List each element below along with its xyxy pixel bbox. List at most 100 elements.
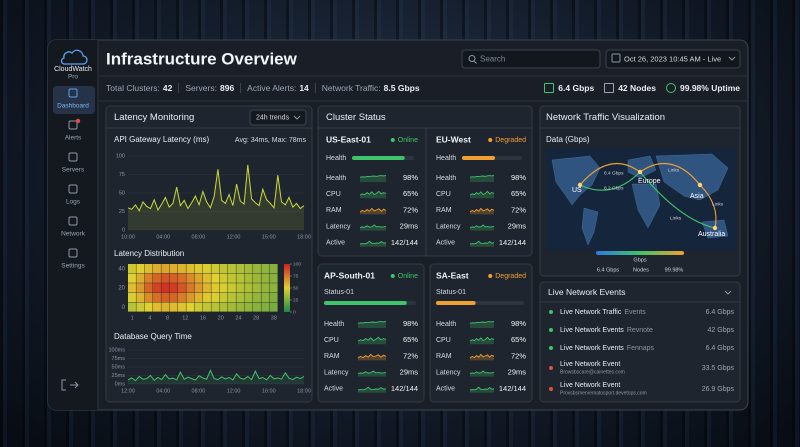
heat-cell xyxy=(219,292,228,302)
metric-value: 65% xyxy=(403,335,418,344)
heat-cell xyxy=(269,264,278,274)
heat-cell xyxy=(261,264,270,274)
metric-value: 72% xyxy=(511,351,526,360)
datetime[interactable]: Oct 26, 2023 10:45 AM - Live xyxy=(624,54,721,63)
metric-value: 29ms xyxy=(508,368,527,377)
sparkline-area xyxy=(470,321,494,328)
heat-cell xyxy=(153,273,161,283)
metric-label: CPU xyxy=(326,191,341,198)
health-bar xyxy=(436,301,476,305)
stat-text: 42 Nodes xyxy=(618,83,656,93)
sparkline xyxy=(359,224,387,228)
x-tick-label: 08:00 xyxy=(192,388,206,394)
heat-cell xyxy=(253,264,261,274)
metric-value: 142/144 xyxy=(391,238,418,247)
continents xyxy=(551,153,729,246)
metric-value: 65% xyxy=(511,189,526,198)
event-title[interactable]: Live Network Events Revnote xyxy=(560,327,653,334)
heat-cell xyxy=(153,292,161,302)
sparkline xyxy=(469,224,495,228)
event-title[interactable]: Live Network Event xyxy=(560,382,620,389)
summary-stat: 42 Nodes xyxy=(604,83,656,93)
nav-item[interactable]: Dashboard xyxy=(57,103,89,110)
heat-cell xyxy=(203,302,211,312)
sparkline xyxy=(469,207,495,213)
metric-value: 142/144 xyxy=(391,384,418,393)
brand-name: CloudWatch xyxy=(54,66,92,73)
range-label[interactable]: 24h trends xyxy=(256,114,290,121)
logout-icon[interactable] xyxy=(61,379,79,391)
x-tick-label: 12 xyxy=(182,315,188,321)
chevron[interactable] xyxy=(724,290,732,295)
heat-cell xyxy=(161,283,170,293)
x-tick-label: 12:00 xyxy=(227,234,241,240)
heat-cell xyxy=(136,264,145,274)
heat-cell xyxy=(253,292,261,302)
summary-stat: 6.4 Gbps xyxy=(544,83,594,93)
heat-cell xyxy=(144,292,153,302)
chevron xyxy=(728,56,736,61)
heat-cell xyxy=(261,283,270,293)
sparkline xyxy=(469,190,495,196)
metric-value: 142/144 xyxy=(499,238,526,247)
area xyxy=(128,370,304,384)
search-box[interactable] xyxy=(461,49,601,69)
nav-item[interactable]: Servers xyxy=(62,167,85,174)
sparkline xyxy=(469,336,495,342)
region-label: Asia xyxy=(690,193,704,200)
event-title[interactable]: Live Network Event xyxy=(560,361,620,368)
event-title[interactable]: Live Network Traffic Events xyxy=(560,309,646,316)
heat-cell xyxy=(211,292,220,302)
bar-label: Status-01 xyxy=(436,289,466,296)
nav-item[interactable]: Network xyxy=(61,231,86,238)
x-tick-label: 04:00 xyxy=(156,234,170,240)
search-placeholder[interactable]: Search xyxy=(480,55,505,64)
summary-value: 896 xyxy=(219,83,235,93)
cluster-status: Online xyxy=(398,273,418,280)
heat-cell xyxy=(194,283,203,293)
summary-label: Active Alerts: xyxy=(247,83,297,93)
sparkline xyxy=(469,174,495,178)
heat-cell xyxy=(269,283,278,293)
brand-logo xyxy=(60,49,88,65)
event-title[interactable]: Live Network Events Fennaps xyxy=(560,345,655,352)
nav-item[interactable]: Alerts xyxy=(65,135,82,142)
line xyxy=(127,369,305,382)
metric-label: Health xyxy=(324,321,344,328)
metric-label: Latency xyxy=(436,223,461,230)
range-select[interactable] xyxy=(249,109,307,126)
sparkline xyxy=(469,386,495,391)
legend-item: 6.4 Gbps xyxy=(597,267,620,273)
nav-item[interactable]: Settings xyxy=(61,263,85,270)
summary-value: 8.5 Gbps xyxy=(383,83,420,93)
summary-label: Servers: xyxy=(185,83,217,93)
metric-value: 29ms xyxy=(400,222,419,231)
sparkline-area xyxy=(360,191,386,199)
heat-cell xyxy=(236,283,245,293)
y-tick-label: 100 xyxy=(116,153,125,159)
region-label: US xyxy=(572,187,582,194)
panel-title: Network Traffic Visualization xyxy=(546,112,665,123)
sparkline xyxy=(359,240,387,245)
metric-label: CPU xyxy=(436,337,451,344)
heat-cell xyxy=(228,273,236,283)
line xyxy=(127,164,305,212)
sparkline xyxy=(357,353,387,359)
nav-active-bg xyxy=(53,86,95,114)
heat-cell xyxy=(136,302,145,312)
calendar-icon xyxy=(611,53,621,63)
nav-icon xyxy=(68,248,78,258)
nav-item[interactable]: Logs xyxy=(66,199,81,206)
sparkline xyxy=(359,190,387,196)
event-tag: Provsbsmervematosport.devetops.com xyxy=(560,390,647,396)
x-tick-label: 20 xyxy=(218,315,224,321)
event-tag: Revnote xyxy=(627,327,653,334)
chart-title: Database Query Time xyxy=(114,332,192,341)
heat-cell xyxy=(203,264,211,274)
heat-cell xyxy=(153,302,161,312)
date-selector[interactable] xyxy=(605,49,741,69)
heat-cell xyxy=(178,292,186,302)
metric-value: 29ms xyxy=(400,368,419,377)
metric-value: 98% xyxy=(511,173,526,182)
health-bar xyxy=(462,156,495,160)
